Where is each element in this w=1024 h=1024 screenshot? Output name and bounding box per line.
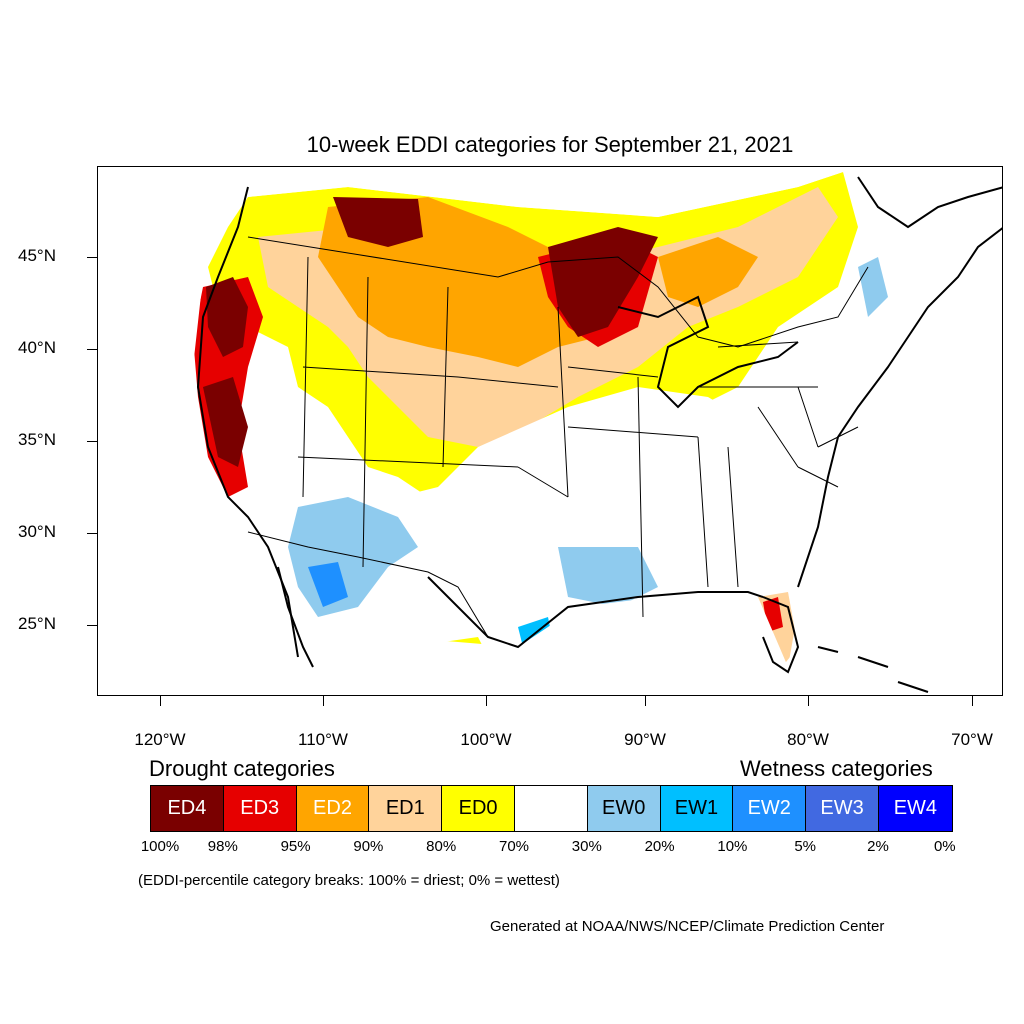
- region-ed4-mt: [333, 197, 423, 247]
- canada-north: [208, 167, 1002, 217]
- percentile-label: 70%: [498, 838, 530, 855]
- state-lines-west: [297, 256, 569, 568]
- us-canada-border: [247, 236, 869, 348]
- lat-tick: [87, 349, 97, 350]
- percentile-label: 98%: [207, 838, 238, 855]
- region-ew0-south: [558, 547, 658, 607]
- map-frame: [97, 166, 1003, 696]
- legend-box-ew2: EW2: [733, 786, 807, 831]
- coastlines: [196, 176, 1002, 693]
- drought-categories-heading: Drought categories: [149, 756, 335, 781]
- lon-tick: [808, 696, 809, 706]
- legend-box-ed3: ED3: [223, 786, 297, 831]
- region-ew2-az: [308, 562, 348, 607]
- bahamas-islands: [817, 646, 929, 693]
- lon-label-110w: 110°W: [298, 730, 348, 749]
- lon-label-120w: 120°W: [134, 730, 186, 749]
- lon-tick: [323, 696, 324, 706]
- lat-label-25n: 25°N: [18, 614, 56, 633]
- lat-label-40n: 40°N: [18, 338, 56, 357]
- great-lakes: [617, 295, 799, 409]
- lon-label-80w: 80°W: [787, 730, 829, 749]
- percentile-label: 5%: [794, 838, 817, 855]
- percentile-label: 30%: [571, 838, 602, 855]
- legend-box-ew3: EW3: [806, 786, 879, 831]
- region-ed4-ca: [203, 377, 248, 467]
- percentile-label: 0%: [933, 838, 956, 855]
- percentile-label: 20%: [644, 838, 675, 855]
- legend-box-ew1: EW1: [660, 786, 734, 831]
- region-ew0-ne: [858, 257, 888, 317]
- lon-tick: [486, 696, 487, 706]
- lon-tick: [972, 696, 973, 706]
- ocean-gulf-atlantic: [298, 228, 1002, 695]
- baja-coast: [277, 566, 314, 668]
- region-near-normal-south: [358, 387, 818, 637]
- legend-box-ed4: ED4: [151, 786, 224, 831]
- ocean-pacific: [98, 167, 298, 695]
- lat-label-45n: 45°N: [18, 246, 56, 265]
- florida-coast: [762, 596, 800, 674]
- percentile-label: 100%: [140, 838, 180, 855]
- region-ed2-east: [658, 237, 758, 307]
- state-lines-east: [698, 341, 859, 488]
- category-regions: [98, 167, 1002, 695]
- lat-tick: [87, 533, 97, 534]
- lat-tick: [87, 257, 97, 258]
- category-legend: ED4 ED3 ED2 ED1 ED0 EW0 EW1 EW2 EW3 EW4: [150, 785, 953, 832]
- legend-box-ed1: ED1: [369, 786, 443, 831]
- state-lines-central: [567, 366, 799, 618]
- legend-box-ed2: ED2: [296, 786, 370, 831]
- lon-tick: [645, 696, 646, 706]
- percentile-label: 10%: [717, 838, 748, 855]
- lon-label-90w: 90°W: [624, 730, 666, 749]
- legend-box-ed0: ED0: [442, 786, 515, 831]
- eddi-map: [98, 167, 1002, 695]
- region-ed4-pnw: [206, 277, 248, 357]
- percentile-label: 80%: [426, 838, 457, 855]
- category-note: (EDDI-percentile category breaks: 100% =…: [138, 872, 560, 889]
- credit-line: Generated at NOAA/NWS/NCEP/Climate Predi…: [490, 918, 885, 935]
- legend-box-ew4: EW4: [878, 786, 952, 831]
- boundaries: [247, 236, 869, 648]
- lon-tick: [160, 696, 161, 706]
- wetness-categories-heading: Wetness categories: [740, 756, 933, 781]
- legend-box-ew0: EW0: [587, 786, 661, 831]
- map-title: 10-week EDDI categories for September 21…: [306, 132, 794, 157]
- legend-box-near-normal: [514, 786, 588, 831]
- atlantic-coast: [797, 227, 1002, 588]
- lat-label-30n: 30°N: [18, 522, 56, 541]
- percentile-label: 90%: [353, 838, 384, 855]
- gulf-coast: [427, 576, 764, 649]
- lat-tick: [87, 625, 97, 626]
- region-ed4-mn: [548, 227, 658, 337]
- pacific-coast: [196, 186, 299, 658]
- lon-label-70w: 70°W: [951, 730, 993, 749]
- lat-label-35n: 35°N: [18, 430, 56, 449]
- canada-coast: [857, 176, 1002, 229]
- percentile-label: 95%: [280, 838, 311, 855]
- lon-label-100w: 100°W: [460, 730, 512, 749]
- percentile-label: 2%: [867, 838, 889, 855]
- lat-tick: [87, 441, 97, 442]
